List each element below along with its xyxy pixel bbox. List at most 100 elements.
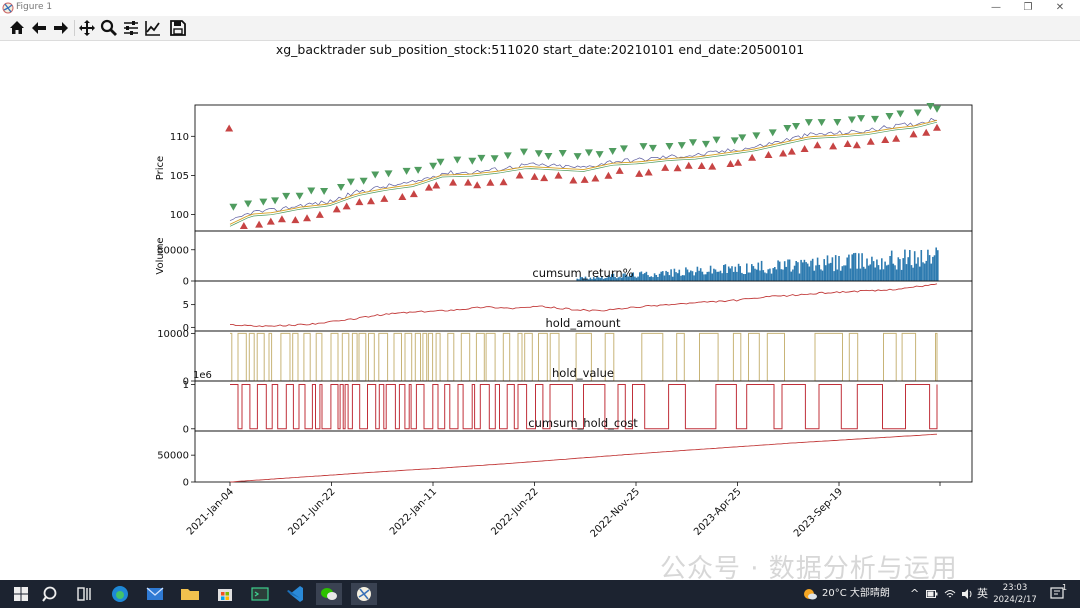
notification-icon[interactable]	[1050, 587, 1066, 601]
volume-bar	[862, 266, 865, 281]
price-buy-marker	[530, 172, 539, 180]
volume-bar	[843, 265, 845, 281]
sliders-icon	[124, 21, 138, 35]
price-buy-marker	[225, 124, 234, 132]
price-sell-marker	[768, 129, 777, 137]
terminal-taskbar-button[interactable]	[247, 583, 273, 605]
volume-bar	[774, 267, 776, 281]
volume-bar	[602, 278, 605, 281]
clock-date: 2024/2/17	[993, 595, 1037, 605]
vscode-icon	[287, 586, 303, 602]
network-icon[interactable]	[944, 588, 956, 600]
volume-bar	[879, 269, 881, 281]
price-ma-line	[229, 119, 938, 225]
search-button[interactable]	[38, 583, 64, 605]
price-buy-marker	[277, 215, 286, 223]
volume-bar	[596, 276, 598, 281]
maximize-button[interactable]: ❐	[1023, 2, 1033, 13]
toolbar-separator	[74, 20, 75, 36]
volume-bar	[890, 250, 893, 281]
save-button[interactable]	[168, 18, 188, 38]
price-sell-marker	[857, 115, 866, 123]
wechat-taskbar-button[interactable]	[316, 583, 342, 605]
volume-bar	[854, 252, 857, 281]
volume-bar	[872, 261, 875, 281]
price-sell-marker	[436, 158, 445, 166]
pan-button[interactable]	[77, 18, 97, 38]
configure-subplots-button[interactable]	[121, 18, 141, 38]
volume-bar	[731, 266, 733, 281]
file-explorer-taskbar-button[interactable]	[177, 583, 203, 605]
hold_amount-ytick-label: 0	[183, 377, 189, 388]
ime-indicator[interactable]: 英	[977, 587, 988, 600]
hold_value-line	[230, 384, 938, 430]
battery-icon[interactable]	[926, 589, 938, 599]
zoom-button[interactable]	[99, 18, 119, 38]
price-buy-marker	[673, 164, 682, 172]
edge-browser-icon	[112, 586, 128, 602]
price-buy-marker	[449, 178, 458, 186]
price-buy-marker	[726, 160, 735, 168]
back-button[interactable]	[29, 18, 49, 38]
price-sell-marker	[870, 115, 879, 123]
volume-bar	[751, 264, 753, 281]
volume-bar	[825, 265, 827, 281]
volume-icon[interactable]	[961, 588, 973, 600]
notification-count: 1	[1062, 583, 1068, 592]
price-sell-marker	[468, 157, 477, 165]
volume-bar	[688, 272, 690, 281]
minimize-button[interactable]: —	[991, 2, 1001, 13]
volume-bar	[922, 262, 924, 281]
start-button[interactable]	[8, 583, 34, 605]
close-button[interactable]: ✕	[1055, 2, 1065, 13]
weather-text[interactable]: 20°C 大部晴朗	[822, 588, 890, 599]
volume-bar	[706, 271, 709, 281]
volume-bar	[874, 267, 876, 281]
volume-bar	[609, 276, 611, 281]
price-buy-marker	[922, 128, 931, 136]
vscode-taskbar-button[interactable]	[282, 583, 308, 605]
volume-bar	[810, 260, 812, 281]
volume-bar	[889, 256, 891, 281]
volume-bar	[858, 253, 860, 281]
forward-button[interactable]	[51, 18, 71, 38]
volume-bar	[744, 274, 746, 281]
price-sell-marker	[544, 152, 553, 160]
arrow-right-icon	[54, 22, 68, 34]
volume-bar	[895, 269, 898, 281]
price-sell-marker	[885, 113, 894, 121]
volume-bar	[589, 277, 592, 281]
volume-bar	[714, 269, 717, 281]
volume-bar	[805, 262, 807, 281]
mail-taskbar-button[interactable]	[142, 583, 168, 605]
price-buy-marker	[697, 161, 706, 169]
volume-bar	[764, 272, 766, 281]
show-hidden-icons-button[interactable]: ^	[910, 587, 920, 600]
price-close-line	[229, 117, 938, 221]
task-view-button[interactable]	[72, 583, 98, 605]
edit-curves-button[interactable]	[143, 18, 163, 38]
price-buy-marker	[569, 176, 578, 184]
volume-bar	[902, 258, 904, 281]
volume-bar	[782, 269, 784, 281]
volume-bar	[698, 270, 700, 281]
volume-bar	[713, 268, 715, 281]
xtick-label: 2023-Sep-19	[792, 486, 845, 539]
matplotlib-taskbar-button[interactable]	[351, 583, 377, 605]
clock[interactable]: 23:03 2024/2/17	[990, 582, 1040, 606]
edge-taskbar-button[interactable]	[107, 583, 133, 605]
volume-bar	[729, 268, 732, 281]
volume-bar	[795, 261, 797, 281]
volume-bar	[882, 269, 885, 281]
volume-bar	[787, 259, 789, 281]
volume-bar	[846, 257, 848, 281]
volume-bar	[597, 277, 600, 281]
price-sell-marker	[792, 122, 801, 130]
home-button[interactable]	[7, 18, 27, 38]
volume-bar	[932, 256, 934, 281]
price-sell-marker	[477, 154, 486, 162]
volume-bar	[841, 266, 844, 281]
volume-bar	[864, 268, 867, 281]
price-buy-marker	[604, 171, 613, 179]
store-taskbar-button[interactable]	[212, 583, 238, 605]
